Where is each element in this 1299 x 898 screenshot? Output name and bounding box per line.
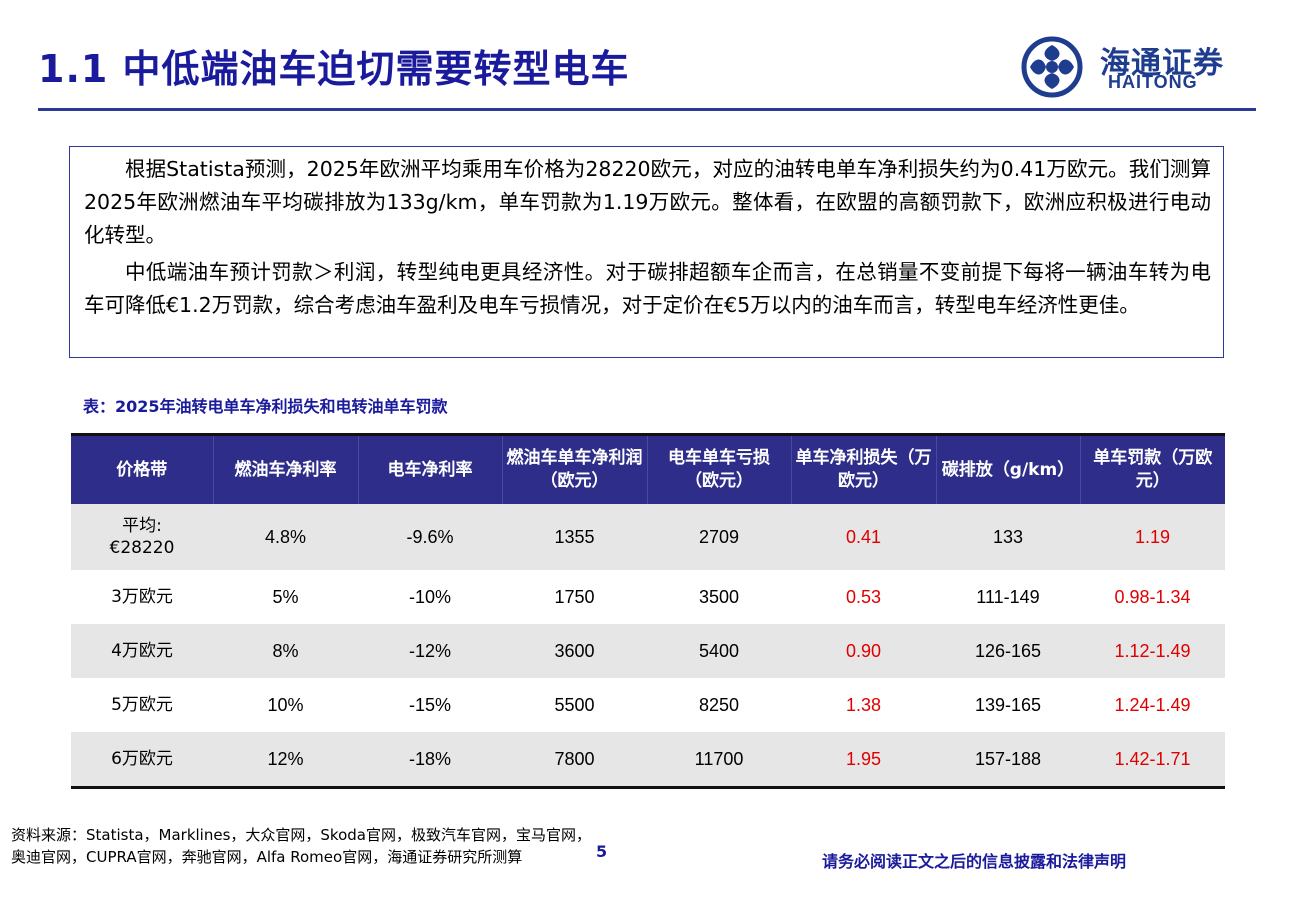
page-number: 5 [596, 842, 608, 861]
column-header: 电车净利率 [358, 434, 503, 504]
table-cell-highlight: 0.98-1.34 [1114, 586, 1191, 607]
table-cell-highlight: 1.95 [791, 732, 936, 788]
table-row: 平均: €28220 4.8% -9.6% 1355 2709 0.41 133… [71, 504, 1225, 570]
column-header: 碳排放（g/km） [936, 434, 1081, 504]
table-cell: 11700 [647, 732, 791, 788]
table-cell: -18% [358, 732, 502, 788]
price-band-cell: 3万欧元 [111, 587, 173, 607]
table-cell: -15% [408, 694, 452, 715]
table-cell: 5% [272, 586, 299, 607]
table-row: 5万欧元 10% -15% 5500 8250 1.38 139-165 1.2… [71, 678, 1225, 732]
column-header: 价格带 [71, 434, 214, 504]
table-cell-highlight: 0.53 [845, 586, 882, 607]
price-band-cell: 4万欧元 [71, 624, 213, 678]
column-header: 电车单车亏损（欧元） [647, 434, 792, 504]
table-cell-highlight: 1.42-1.71 [1080, 732, 1225, 788]
table-cell: -10% [408, 586, 452, 607]
table-cell: 139-165 [974, 694, 1042, 715]
table-cell-highlight: 0.90 [791, 624, 936, 678]
source-note: 资料来源：Statista，Marklines，大众官网，Skoda官网，极致汽… [11, 826, 591, 866]
table-caption: 表：2025年油转电单车净利损失和电转油单车罚款 [83, 397, 448, 416]
table-cell: -12% [358, 624, 502, 678]
summary-box: 根据Statista预测，2025年欧洲平均乘用车价格为28220欧元，对应的油… [69, 146, 1224, 358]
haitong-emblem-icon [1021, 36, 1083, 98]
table-cell-highlight: 1.19 [1080, 504, 1225, 570]
column-header: 单车净利损失（万欧元） [791, 434, 937, 504]
column-header: 燃油车单车净利润（欧元） [502, 434, 648, 504]
table-header-row: 价格带 燃油车净利率 电车净利率 燃油车单车净利润（欧元） 电车单车亏损（欧元）… [71, 434, 1225, 504]
price-band-cell: 平均: €28220 [71, 504, 213, 570]
table-cell-highlight: 1.12-1.49 [1080, 624, 1225, 678]
table-cell: 126-165 [936, 624, 1080, 678]
table-cell: 4.8% [213, 504, 358, 570]
table-cell: 3500 [698, 586, 740, 607]
summary-paragraph: 根据Statista预测，2025年欧洲平均乘用车价格为28220欧元，对应的油… [84, 157, 1211, 247]
price-band-cell: 6万欧元 [71, 732, 213, 788]
column-header: 燃油车净利率 [213, 434, 359, 504]
table-cell: 111-149 [976, 586, 1040, 607]
logo-chinese-text: 海通证券 [1100, 46, 1224, 81]
table-cell-highlight: 1.38 [845, 694, 882, 715]
table-cell: 8% [213, 624, 358, 678]
table-cell: 12% [213, 732, 358, 788]
table-cell-highlight: 0.41 [791, 504, 936, 570]
table-row: 4万欧元 8% -12% 3600 5400 0.90 126-165 1.12… [71, 624, 1225, 678]
table-cell: 1355 [502, 504, 647, 570]
logo-english-text: HAITONG [1108, 72, 1198, 92]
table-row: 6万欧元 12% -18% 7800 11700 1.95 157-188 1.… [71, 732, 1225, 788]
table-cell: 133 [936, 504, 1080, 570]
table-cell: -9.6% [358, 504, 502, 570]
table-cell-highlight: 1.24-1.49 [1114, 694, 1191, 715]
table-row: 3万欧元 5% -10% 1750 3500 0.53 111-149 0.98… [71, 570, 1225, 624]
table-cell: 2709 [647, 504, 791, 570]
table-cell: 5500 [554, 694, 595, 715]
table-cell: 8250 [698, 694, 740, 715]
table-cell: 7800 [502, 732, 647, 788]
table-cell: 3600 [502, 624, 647, 678]
disclaimer-text: 请务必阅读正文之后的信息披露和法律声明 [822, 852, 1127, 871]
title-divider [38, 108, 1256, 111]
haitong-logo: 海通证券 HAITONG [1020, 36, 1256, 98]
page-title: 1.1 中低端油车迫切需要转型电车 [38, 47, 630, 91]
price-band-cell: 5万欧元 [111, 695, 173, 715]
table-cell: 1750 [554, 586, 595, 607]
table-cell: 5400 [647, 624, 791, 678]
column-header: 单车罚款（万欧元） [1080, 434, 1225, 504]
table-cell: 157-188 [936, 732, 1080, 788]
summary-paragraph: 中低端油车预计罚款＞利润，转型纯电更具经济性。对于碳排超额车企而言，在总销量不变… [84, 260, 1211, 317]
table-cell: 10% [267, 694, 304, 715]
loss-penalty-table: 价格带 燃油车净利率 电车净利率 燃油车单车净利润（欧元） 电车单车亏损（欧元）… [71, 433, 1225, 789]
